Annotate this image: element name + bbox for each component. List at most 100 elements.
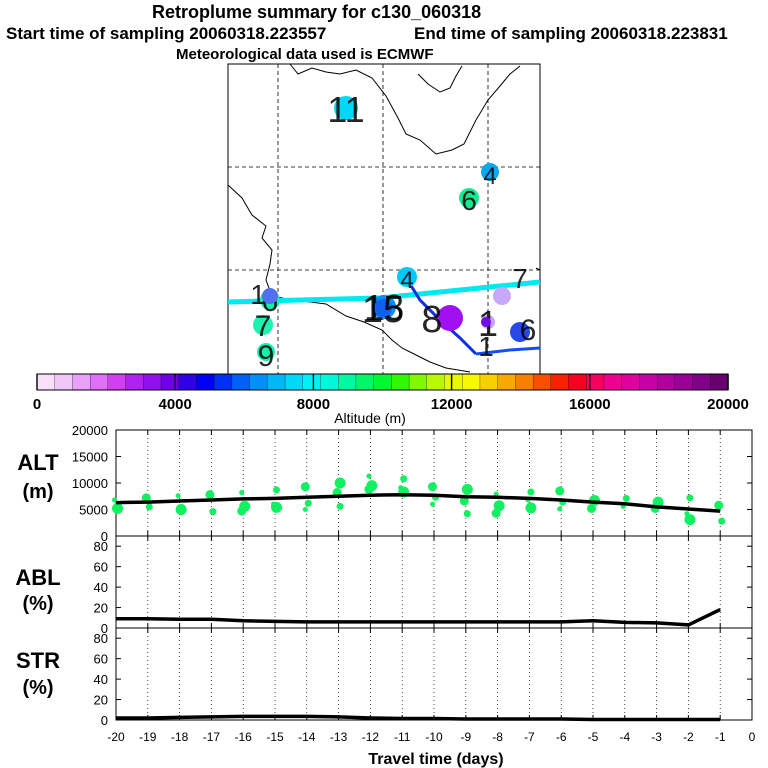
y-tick-label: 0: [101, 621, 108, 636]
colorbar-cell: [674, 373, 694, 391]
y-axis-label: (%): [22, 677, 53, 699]
colorbar-tick-label: 8000: [297, 396, 330, 413]
x-tick-label: -14: [298, 730, 316, 744]
colorbar-tick-labels: 0 4000 8000 12000 16000 20000: [33, 374, 749, 413]
colorbar-cell: [267, 373, 286, 391]
time-series-panels: 0 5000 10000 15000 20000 ALT (m) 0 20 40 60 80 ABL (%…: [15, 423, 755, 768]
y-tick-label: 40: [94, 672, 108, 687]
colorbar: 0 4000 8000 12000 16000 20000 Altitude (m): [33, 373, 749, 426]
y-tick-label: 80: [94, 631, 108, 646]
y-tick-label: 40: [94, 580, 108, 595]
altitude-dot: [686, 494, 694, 502]
altitude-dot: [273, 486, 280, 494]
colorbar-cell: [550, 373, 570, 391]
altitude-dot: [145, 503, 153, 511]
y-tick-label: 0: [101, 529, 108, 544]
cluster-markers: 114641867915817161: [250, 89, 536, 373]
x-tick-label: -9: [460, 730, 471, 744]
altitude-dot: [428, 482, 437, 492]
cluster-label: 6: [520, 314, 537, 347]
altitude-dot: [205, 490, 215, 500]
altitude-dot: [300, 482, 310, 492]
chart-title: Retroplume summary for c130_060318: [152, 2, 482, 22]
colorbar-cell: [532, 373, 552, 391]
colorbar-cell: [568, 373, 587, 391]
colorbar-cell: [36, 373, 56, 391]
colorbar-cell: [196, 373, 215, 391]
cluster-6: 6: [459, 185, 479, 216]
met-data-label: Meteorological data used is ECMWF: [176, 46, 434, 63]
x-tick-label: -13: [330, 730, 348, 744]
cluster-15: 15: [362, 289, 404, 331]
x-tick-label: -2: [683, 730, 694, 744]
y-tick-label: 20000: [72, 423, 108, 438]
colorbar-cell: [479, 373, 499, 391]
colorbar-tick-label: 20000: [707, 396, 749, 413]
cluster-7: 7: [253, 310, 273, 343]
cluster-marker: [510, 322, 530, 342]
colorbar-tick-label: 12000: [431, 396, 473, 413]
x-tick-label: -18: [171, 730, 189, 744]
altitude-dot: [209, 508, 217, 516]
y-tick-label: 15000: [72, 450, 108, 465]
altitude-dot: [714, 500, 724, 510]
colorbar-cell: [214, 373, 233, 391]
altitude-dot: [271, 501, 282, 513]
y-tick-label: 0: [101, 713, 108, 728]
altitude-dot: [239, 490, 245, 496]
altitude-dot: [175, 493, 181, 499]
cluster-marker: [493, 287, 511, 305]
colorbar-cell: [462, 373, 481, 391]
cluster-marker: [397, 267, 417, 287]
altitude-dot: [302, 507, 308, 512]
cluster-marker: [334, 96, 358, 120]
x-tick-label: -16: [235, 730, 253, 744]
cluster-1: 1: [250, 279, 278, 310]
colorbar-cell: [656, 373, 676, 391]
colorbar-tick-label: 16000: [569, 396, 611, 413]
y-tick-label: 20: [94, 693, 108, 708]
altitude-dot: [555, 486, 565, 496]
cluster-label: 4: [483, 163, 496, 190]
colorbar-cell: [320, 373, 339, 391]
y-axis-label: ABL: [15, 565, 60, 590]
cluster-label: 6: [461, 185, 477, 216]
colorbar-cell: [160, 373, 180, 391]
colorbar-cell: [408, 373, 428, 391]
colorbar-cell: [107, 373, 127, 391]
altitude-dot: [400, 475, 408, 483]
colorbar-cell: [373, 373, 393, 391]
altitude-dot: [493, 500, 505, 512]
x-tick-label: -15: [266, 730, 284, 744]
altitude-dot: [175, 504, 187, 515]
colorbar-cells: [36, 373, 729, 391]
cluster-8: 8: [421, 299, 463, 341]
series-line: [116, 608, 721, 627]
colorbar-tick-label: 4000: [159, 396, 192, 413]
y-tick-label: 20: [94, 601, 108, 616]
altitude-dot: [304, 499, 312, 507]
start-time-label: Start time of sampling 20060318.223557: [6, 24, 327, 43]
y-axis-label: (m): [22, 481, 53, 503]
x-tick-label: -19: [139, 730, 157, 744]
x-tick-label: -17: [203, 730, 221, 744]
altitude-dot: [112, 502, 123, 514]
colorbar-cell: [249, 373, 268, 391]
colorbar-cell: [586, 373, 605, 391]
colorbar-cell: [710, 373, 729, 391]
cluster-marker: [253, 315, 273, 335]
cluster-label: 8: [421, 299, 442, 341]
altitude-dot: [525, 502, 537, 514]
colorbar-cell: [72, 373, 91, 391]
colorbar-cell: [639, 373, 658, 391]
altitude-dot: [557, 506, 563, 512]
panel-frame: [115, 627, 753, 721]
altitude-dot: [684, 514, 696, 526]
y-tick-label: 80: [94, 539, 108, 554]
cluster-label: 1: [478, 331, 494, 362]
altitude-dot: [366, 473, 372, 479]
cluster-11: 11: [327, 89, 364, 130]
altitude-dot: [237, 506, 247, 516]
x-tick-label: -3: [651, 730, 662, 744]
